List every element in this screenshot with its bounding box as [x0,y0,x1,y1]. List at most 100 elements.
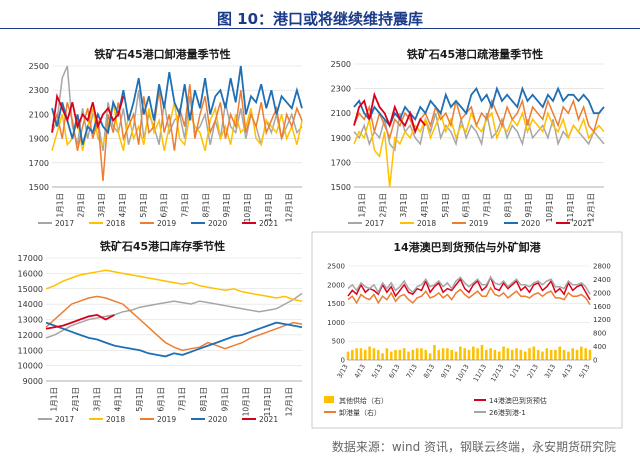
x-tick-label: 3月1日 [92,387,101,412]
y-tick-label: 1700 [331,158,351,167]
x-tick-label: 5月1日 [441,193,450,218]
y-right-tick-label: 2000 [593,289,611,297]
x-tick-label: 11月1日 [566,193,575,222]
legend-label-2018: 2018 [106,415,125,424]
x-tick-label: 10月1日 [545,193,554,222]
legend-label-2021: 2021 [573,219,592,228]
series-line-2021 [353,91,427,135]
y-tick-label: 1900 [331,134,351,143]
legend-label-2021: 2021 [259,415,278,424]
bar-other-supply [355,348,358,360]
bar-other-supply [441,348,445,360]
bar-other-supply [346,351,350,360]
chart-dredge: 铁矿石45港口疏港量季节性 1500 1700 1900 2100 2300 2500 1月1… [331,47,605,228]
legend-label-2019: 2019 [157,219,176,228]
bar-other-supply [489,348,492,360]
series-line-2018 [353,110,605,188]
legend-label-2019: 2019 [469,219,488,228]
chart-arrival: 14港澳巴到货预估与外矿卸港 0 500 1000 1500 2000 2500 0 400 80… [311,231,623,429]
x-tick-label: 5月1日 [139,193,148,218]
y-tick-label: 2500 [29,62,49,71]
series-line-2017 [353,113,605,152]
bar-other-supply [463,348,466,360]
bar-other-supply [381,353,384,360]
bar-other-supply [450,349,453,360]
legend-label-2020: 2020 [521,219,540,228]
chart-title: 铁矿石45港口卸港量季节性 [94,47,230,61]
x-tick-label: 10月1日 [242,387,251,416]
y-tick-label: 15000 [18,285,43,294]
bar-other-supply [519,349,523,360]
x-tick-label: 8月1日 [503,193,512,218]
x-tick-label: 11月1日 [264,193,273,222]
chart-title: 铁矿石45港口疏港量季节性 [407,47,543,61]
bar-other-supply [437,349,441,360]
x-tick-label: 2月1日 [76,193,85,218]
legend-label: 26港到港-1 [489,408,526,417]
series-line-2020 [51,65,303,145]
x-tick-label: 11月1日 [263,387,272,416]
series-line-2021 [51,92,125,133]
bar-other-supply [493,349,497,360]
x-tick-label: 2月1日 [378,193,387,218]
x-tick-label: 4月1日 [114,387,123,412]
bar-other-supply [385,348,389,360]
series-line-2018 [51,102,303,151]
bar-other-supply [411,349,415,360]
legend-label: 14港澳巴到货预估 [489,396,547,405]
legend-label-2020: 2020 [208,219,227,228]
y-tick-label: 2300 [331,85,351,94]
bar-other-supply [558,346,562,360]
bar-other-supply [528,348,531,360]
x-tick-label: 12月1日 [587,193,596,222]
series-line-2021 [45,313,115,330]
y-tick-label: 1900 [29,135,49,144]
bar-other-supply [575,349,579,360]
bar-other-supply [506,348,510,360]
y-right-tick-label: 2800 [593,263,611,271]
y-right-tick-label: 800 [593,330,606,338]
x-tick-label: 3月1日 [97,193,106,218]
bar-other-supply [359,348,363,360]
x-tick-label: 3月1日 [399,193,408,218]
bar-other-supply [476,348,479,360]
x-tick-label: 7月1日 [178,387,187,412]
bar-other-supply [351,349,354,360]
bar-other-supply [480,344,484,360]
bar-other-supply [588,349,592,360]
y-right-tick-label: 1200 [593,316,611,324]
bar-other-supply [515,348,518,360]
legend-label-2017: 2017 [55,219,74,228]
bar-other-supply [402,348,406,360]
chart-title: 14港澳巴到货预估与外矿卸港 [393,240,541,254]
y-left-tick-label: 500 [332,338,345,346]
y-tick-label: 13000 [18,316,43,325]
bar-other-supply [584,348,587,360]
series-line-2019 [353,98,605,141]
legend-label: 卸港量（右） [339,408,381,417]
bar-other-supply [472,346,475,360]
bar-other-supply [389,351,393,360]
y-right-tick-label: 2400 [593,276,611,284]
y-tick-label: 2500 [331,60,351,69]
series-line-2019 [45,295,303,352]
series-line-2020 [45,321,303,358]
chart-title: 铁矿石45港口库存季节性 [100,239,225,253]
bar-other-supply [567,351,570,360]
y-tick-label: 1700 [29,159,49,168]
legend-label-2017: 2017 [55,415,74,424]
bar-other-supply [428,353,432,360]
y-tick-label: 14000 [18,300,43,309]
series-line-2020 [353,85,605,128]
bar-other-supply [420,348,423,360]
title-separator [0,28,640,29]
bar-other-supply [545,348,549,360]
y-left-tick-label: 1500 [327,300,345,308]
legend-label-2020: 2020 [208,415,227,424]
source-note: 数据来源：wind 资讯，钢联云终端，永安期货研究院 [331,440,616,454]
chart-frame [311,231,623,429]
legend-label-2021: 2021 [259,219,278,228]
bar-other-supply [446,348,449,360]
bar-other-supply [467,349,471,360]
